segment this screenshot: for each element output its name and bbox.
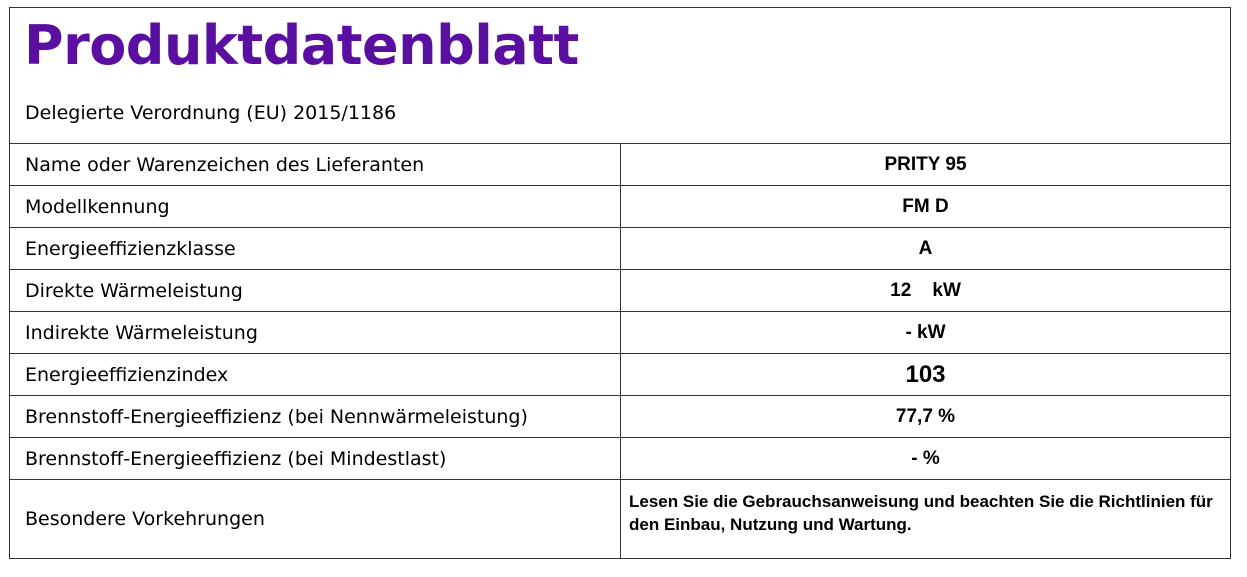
table-row-fuel-efficiency-minimum: Brennstoff-Energieeffizienz (bei Mindest…: [10, 438, 1230, 480]
row-label: Brennstoff-Energieeffizienz (bei Nennwär…: [25, 405, 528, 428]
row-label: Modellkennung: [25, 195, 170, 218]
table-row-indirect-heat: Indirekte Wärmeleistung - kW: [10, 312, 1230, 354]
table-row-model: Modellkennung FM D: [10, 186, 1230, 228]
row-value: Lesen Sie die Gebrauchsanweisung und bea…: [620, 480, 1230, 558]
row-label: Direkte Wärmeleistung: [25, 279, 243, 302]
table-row-efficiency-class: Energieeffizienzklasse A: [10, 228, 1230, 270]
row-value: PRITY 95: [620, 144, 1230, 185]
table-row-supplier: Name oder Warenzeichen des Lieferanten P…: [10, 144, 1230, 186]
row-value: 12 kW: [620, 270, 1230, 311]
regulation-reference: Delegierte Verordnung (EU) 2015/1186: [25, 102, 397, 124]
row-label: Energieeffizienzklasse: [25, 237, 236, 260]
table-row-direct-heat: Direkte Wärmeleistung 12 kW: [10, 270, 1230, 312]
row-label: Brennstoff-Energieeffizienz (bei Mindest…: [25, 447, 447, 470]
sheet-header: Produktdatenblatt Delegierte Verordnung …: [10, 8, 1230, 144]
product-data-sheet: Produktdatenblatt Delegierte Verordnung …: [9, 7, 1231, 559]
table-row-precautions: Besondere Vorkehrungen Lesen Sie die Geb…: [10, 480, 1230, 558]
row-value: - kW: [620, 312, 1230, 353]
row-label: Indirekte Wärmeleistung: [25, 321, 258, 344]
row-label: Name oder Warenzeichen des Lieferanten: [25, 153, 425, 176]
row-value: A: [620, 228, 1230, 269]
page-title: Produktdatenblatt: [24, 14, 579, 77]
table-row-efficiency-index: Energieeffizienzindex 103: [10, 354, 1230, 396]
row-value: - %: [620, 438, 1230, 479]
row-value: 77,7 %: [620, 396, 1230, 437]
row-value: 103: [620, 354, 1230, 395]
row-label: Energieeffizienzindex: [25, 363, 229, 386]
table-row-fuel-efficiency-nominal: Brennstoff-Energieeffizienz (bei Nennwär…: [10, 396, 1230, 438]
row-label: Besondere Vorkehrungen: [25, 508, 265, 530]
data-table: Name oder Warenzeichen des Lieferanten P…: [10, 144, 1230, 558]
row-value: FM D: [620, 186, 1230, 227]
